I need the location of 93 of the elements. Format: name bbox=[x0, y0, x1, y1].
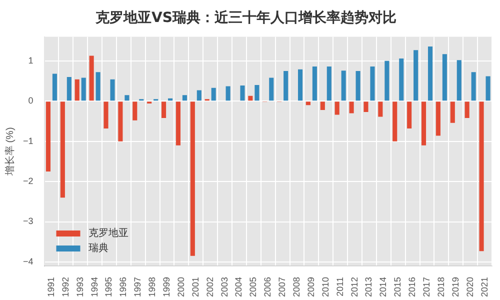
x-tick-label: 2016 bbox=[407, 276, 418, 298]
bar bbox=[334, 102, 340, 115]
bar bbox=[364, 102, 368, 112]
bar bbox=[428, 46, 433, 101]
bar bbox=[407, 102, 412, 128]
bar bbox=[392, 102, 398, 142]
chart-title: 克罗地亚VS瑞典：近三十年人口增长率趋势对比 bbox=[94, 9, 396, 26]
y-axis-title: 增长率 (%) bbox=[4, 127, 16, 177]
x-tick-label: 2012 bbox=[349, 276, 360, 298]
x-tick-label: 2010 bbox=[320, 276, 330, 298]
bar bbox=[81, 78, 86, 101]
legend-label: 克罗地亚 bbox=[88, 227, 128, 240]
bar bbox=[479, 102, 484, 252]
bar bbox=[124, 95, 130, 101]
bar bbox=[456, 60, 462, 101]
x-tick-label: 2004 bbox=[234, 276, 244, 298]
x-tick-label: 2000 bbox=[176, 276, 186, 298]
bar bbox=[349, 102, 354, 114]
bar bbox=[450, 102, 455, 123]
bar bbox=[298, 69, 303, 101]
bar bbox=[132, 102, 138, 120]
bar bbox=[414, 50, 418, 101]
x-tick-label: 2003 bbox=[219, 276, 230, 298]
bar bbox=[226, 86, 230, 101]
bar bbox=[269, 78, 274, 101]
x-tick-label: 2013 bbox=[364, 276, 374, 298]
bar bbox=[211, 88, 216, 101]
y-tick-label: −4 bbox=[22, 256, 34, 266]
bar bbox=[471, 72, 476, 101]
x-tick-label: 2009 bbox=[306, 276, 316, 298]
x-tick-label: 1996 bbox=[118, 276, 128, 298]
bar bbox=[60, 102, 65, 198]
x-tick-label: 2019 bbox=[450, 276, 460, 298]
bar bbox=[196, 90, 202, 101]
bar bbox=[370, 66, 375, 101]
x-tick-label: 1997 bbox=[132, 276, 143, 298]
bar bbox=[89, 56, 94, 101]
bar bbox=[436, 102, 440, 136]
bar bbox=[442, 54, 447, 101]
bar bbox=[182, 95, 187, 101]
x-tick-label: 1993 bbox=[74, 276, 85, 298]
bar bbox=[240, 85, 245, 101]
x-tick-label: 1995 bbox=[104, 276, 114, 298]
bar bbox=[176, 102, 180, 146]
x-tick-label: 2014 bbox=[378, 276, 388, 298]
bar bbox=[162, 102, 166, 118]
x-tick-label: 2006 bbox=[262, 276, 273, 298]
bar bbox=[306, 102, 310, 106]
bar bbox=[326, 66, 332, 101]
y-tick-label: 0 bbox=[28, 96, 34, 106]
x-tick-label: 1994 bbox=[89, 276, 100, 298]
bar bbox=[384, 60, 390, 101]
y-tick-label: −1 bbox=[22, 136, 34, 146]
bar bbox=[52, 74, 58, 101]
bar bbox=[356, 70, 360, 101]
x-tick-label: 1999 bbox=[162, 276, 172, 298]
x-tick-label: 1991 bbox=[46, 276, 56, 298]
x-tick-label: 2001 bbox=[190, 276, 200, 298]
x-tick-label: 1992 bbox=[60, 276, 70, 298]
y-tick-label: 1 bbox=[28, 55, 34, 66]
bar bbox=[110, 79, 115, 101]
bar bbox=[96, 72, 100, 101]
x-tick-label: 2020 bbox=[464, 276, 475, 298]
bar bbox=[66, 77, 72, 101]
bar bbox=[284, 70, 288, 101]
y-tick-label: −3 bbox=[22, 216, 34, 226]
x-tick-label: 2015 bbox=[392, 276, 403, 298]
bar bbox=[399, 58, 404, 101]
bar bbox=[464, 102, 470, 118]
bar bbox=[248, 96, 253, 101]
bar bbox=[118, 102, 123, 142]
bar bbox=[378, 102, 383, 117]
bar bbox=[46, 102, 51, 172]
x-tick-label: 2021 bbox=[479, 276, 490, 298]
bar bbox=[254, 85, 260, 101]
bar bbox=[341, 70, 346, 101]
bar bbox=[421, 102, 426, 146]
bar bbox=[486, 76, 490, 101]
x-tick-label: 2007 bbox=[277, 276, 288, 298]
bar bbox=[312, 66, 317, 101]
bar bbox=[190, 102, 195, 256]
x-tick-label: 2017 bbox=[421, 276, 432, 298]
bar bbox=[74, 79, 80, 101]
x-tick-label: 2005 bbox=[248, 276, 258, 298]
bar bbox=[320, 102, 325, 110]
legend-label: 瑞典 bbox=[88, 242, 108, 254]
y-tick-label: −2 bbox=[22, 176, 34, 186]
x-tick-label: 2018 bbox=[436, 276, 446, 298]
bar bbox=[104, 102, 108, 128]
x-tick-label: 2008 bbox=[292, 276, 302, 298]
x-tick-label: 1998 bbox=[147, 276, 158, 298]
x-tick-label: 2011 bbox=[334, 276, 345, 296]
x-tick-label: 2002 bbox=[204, 276, 215, 298]
